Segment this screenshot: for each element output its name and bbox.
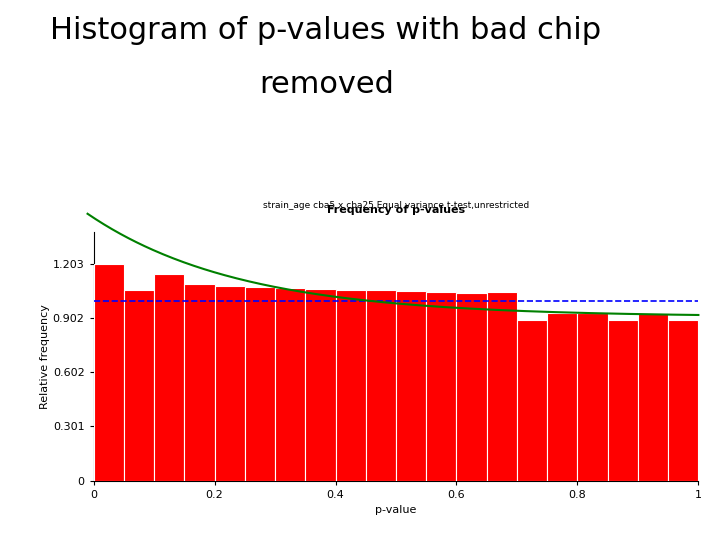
Y-axis label: Relative frequency: Relative frequency bbox=[40, 304, 50, 409]
Text: strain_age cba5 x cba25 Equal variance t-test,unrestricted: strain_age cba5 x cba25 Equal variance t… bbox=[263, 201, 529, 210]
Title: Frequency of p-values: Frequency of p-values bbox=[327, 205, 465, 215]
Bar bbox=[487, 292, 517, 481]
Bar bbox=[517, 320, 547, 481]
Text: removed: removed bbox=[259, 70, 394, 99]
Bar bbox=[124, 290, 154, 481]
Bar bbox=[184, 285, 215, 481]
Bar bbox=[275, 288, 305, 481]
Bar bbox=[456, 293, 487, 481]
Bar bbox=[426, 292, 456, 481]
Bar bbox=[336, 290, 366, 481]
X-axis label: p-value: p-value bbox=[375, 505, 417, 515]
Bar bbox=[547, 313, 577, 481]
Bar bbox=[305, 289, 336, 481]
Bar bbox=[638, 313, 668, 481]
Text: Histogram of p-values with bad chip: Histogram of p-values with bad chip bbox=[50, 16, 601, 45]
Bar bbox=[668, 320, 698, 481]
Bar bbox=[245, 287, 275, 481]
Bar bbox=[608, 320, 638, 481]
Bar bbox=[577, 313, 608, 481]
Bar bbox=[396, 291, 426, 481]
Bar bbox=[366, 290, 396, 481]
Bar bbox=[154, 274, 184, 481]
Bar bbox=[215, 286, 245, 481]
Bar bbox=[94, 264, 124, 481]
